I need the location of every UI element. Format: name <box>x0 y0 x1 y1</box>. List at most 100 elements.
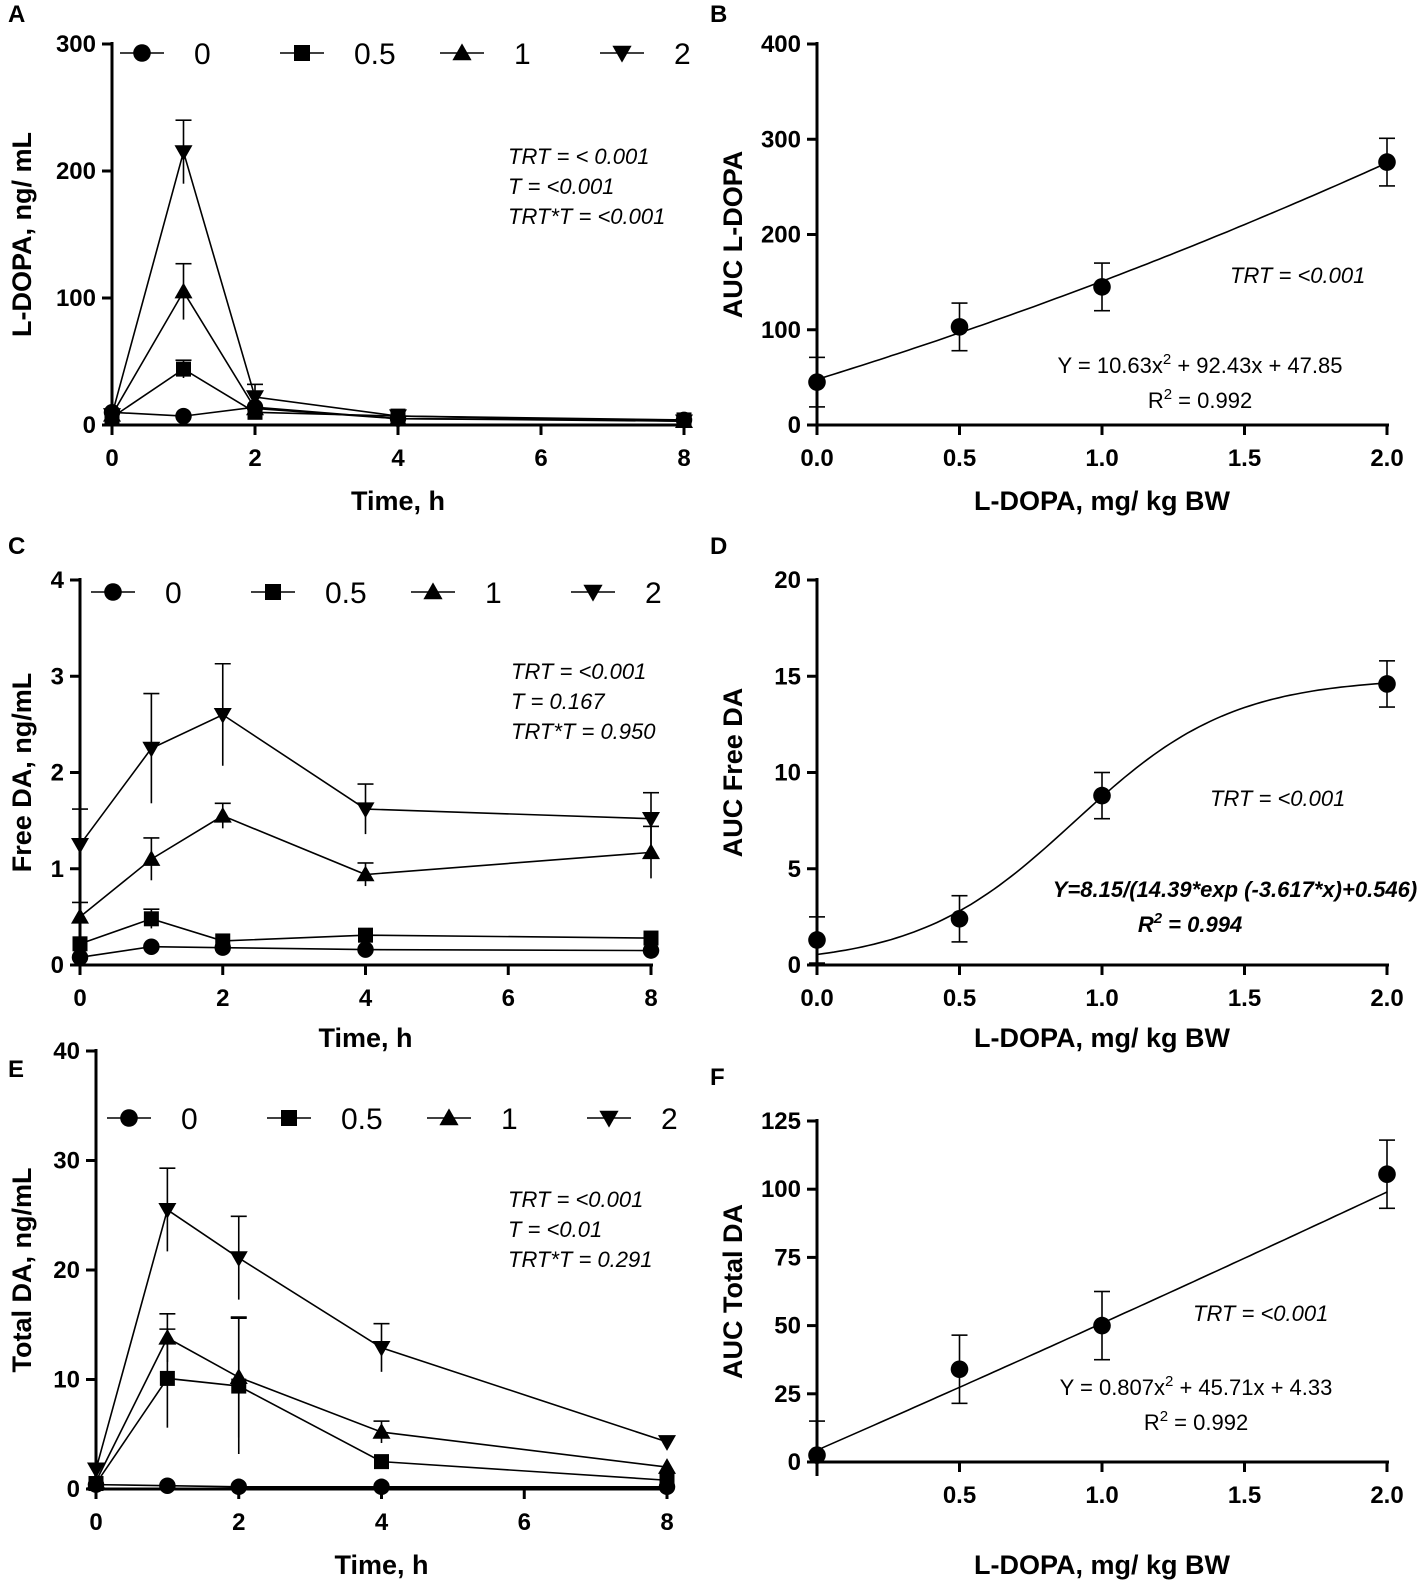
data-point <box>174 145 193 161</box>
data-point <box>229 1368 248 1385</box>
y-tick-label: 400 <box>761 31 801 58</box>
x-axis-label: L-DOPA, mg/ kg BW <box>974 1023 1231 1053</box>
y-axis-label: AUC L-DOPA <box>718 151 748 318</box>
y-tick-label: 100 <box>56 285 96 312</box>
x-tick-label: 4 <box>375 1509 389 1536</box>
data-point <box>159 1370 175 1386</box>
legend-label: 0 <box>165 577 182 610</box>
legend-label: 1 <box>485 577 502 610</box>
legend-marker <box>583 584 603 602</box>
x-tick-label: 2 <box>216 985 229 1012</box>
x-tick-label: 2.0 <box>1370 445 1403 472</box>
data-point <box>372 1423 391 1439</box>
y-tick-label: 100 <box>761 1176 801 1203</box>
data-point <box>675 414 693 431</box>
data-point <box>213 806 232 823</box>
legend-item: 1 <box>440 38 531 71</box>
legend-item: 2 <box>600 38 691 71</box>
data-point <box>372 1340 391 1357</box>
legend-marker <box>133 44 151 62</box>
y-tick-label: 50 <box>774 1313 801 1340</box>
data-point <box>71 837 89 854</box>
data-point <box>642 942 660 959</box>
data-point <box>143 911 159 927</box>
data-point <box>808 373 826 391</box>
series-0-5 <box>72 908 659 952</box>
data-point <box>356 802 375 819</box>
x-tick-label: 4 <box>391 445 405 472</box>
x-tick-label: 8 <box>660 1509 673 1536</box>
legend-item: 0.5 <box>251 577 367 610</box>
stat-text: T = 0.167 <box>511 689 605 714</box>
legend-item: 1 <box>411 577 502 610</box>
x-tick-label: 8 <box>677 445 690 472</box>
y-tick-label: 20 <box>774 567 801 594</box>
panel-d: D 0 5 10 15 20 0.0 0.5 1.0 1.5 2.0 L-DOPA, mg/ kg B… <box>710 533 1417 1053</box>
data-point <box>950 1360 969 1379</box>
y-tick-label: 2 <box>51 760 64 787</box>
panel-c: C 0 1 2 3 4 0 2 4 6 8 Time, h Free DA, ng/mL 0 0.5 1 2 TR… <box>7 533 662 1053</box>
legend-marker <box>120 1109 138 1127</box>
y-tick-label: 3 <box>51 663 64 690</box>
y-tick-label: 10 <box>53 1367 80 1394</box>
r-squared: R2 = 0.992 <box>1144 1408 1248 1435</box>
stat-text: TRT*T = <0.001 <box>508 204 665 229</box>
legend-label: 1 <box>514 38 531 71</box>
legend-item: 2 <box>571 577 662 610</box>
data-point <box>374 1454 389 1470</box>
data-point <box>658 1435 676 1451</box>
panel-f: F 0 25 50 75 100 125 0.5 1.0 1.5 2.0 L-DOPA, mg/ kg… <box>710 1064 1404 1580</box>
data-point <box>71 949 89 966</box>
y-tick-label: 0 <box>83 412 96 439</box>
y-tick-label: 0 <box>788 412 801 439</box>
series-1 <box>71 802 660 932</box>
y-tick-label: 75 <box>774 1244 801 1271</box>
data-point <box>158 1203 177 1219</box>
y-tick-label: 25 <box>774 1381 801 1408</box>
legend-label: 0.5 <box>341 1103 383 1136</box>
data-point <box>642 811 660 828</box>
data-point <box>71 907 89 924</box>
data-point <box>87 1462 105 1479</box>
y-tick-label: 0 <box>51 952 64 979</box>
y-tick-label: 0 <box>67 1476 80 1503</box>
legend-marker <box>104 583 122 601</box>
y-tick-label: 125 <box>761 1108 801 1135</box>
data-point <box>1093 278 1111 296</box>
y-tick-label: 0 <box>788 1449 801 1476</box>
legend-label: 2 <box>645 577 662 610</box>
legend-label: 2 <box>661 1103 678 1136</box>
panel-e: E 0 10 20 30 40 0 2 4 6 8 Time, h Total DA, ng/mL 0 0.… <box>7 1038 678 1580</box>
data-point <box>143 938 160 955</box>
y-tick-label: 15 <box>774 663 801 690</box>
stat-text: TRT = < 0.001 <box>508 144 649 169</box>
stat-text: TRT = <0.001 <box>1193 1301 1328 1326</box>
stat-text: TRT = <0.001 <box>1230 263 1365 288</box>
legend-marker <box>439 1108 459 1126</box>
data-point <box>358 927 373 943</box>
panel-b: B 0 100 200 300 400 0.0 0.5 1.0 1.5 2.0 L-DOPA, mg/… <box>710 1 1404 516</box>
x-tick-label: 6 <box>502 985 515 1012</box>
panel-letter: B <box>710 1 727 28</box>
data-point <box>658 1458 676 1474</box>
legend-marker <box>265 584 281 600</box>
y-axis-label: AUC Free DA <box>718 688 748 858</box>
fit-equation: Y=8.15/(14.39*exp (-3.617*x)+0.546) <box>1053 877 1417 902</box>
data-point <box>1093 786 1111 805</box>
data-point <box>215 933 231 949</box>
data-point <box>158 1328 177 1345</box>
y-tick-label: 20 <box>53 1257 80 1284</box>
data-point <box>142 741 161 758</box>
data-point <box>373 1478 390 1496</box>
data-point <box>1378 675 1396 693</box>
data-point <box>808 1446 826 1464</box>
legend-label: 2 <box>674 38 691 71</box>
stat-text: TRT = <0.001 <box>511 659 646 684</box>
data-point <box>87 1472 105 1489</box>
legend-marker <box>612 45 632 63</box>
x-axis-label: Time, h <box>318 1023 412 1053</box>
panel-letter: E <box>8 1056 24 1083</box>
legend-item: 2 <box>587 1103 678 1136</box>
x-tick-label: 1.0 <box>1085 445 1118 472</box>
